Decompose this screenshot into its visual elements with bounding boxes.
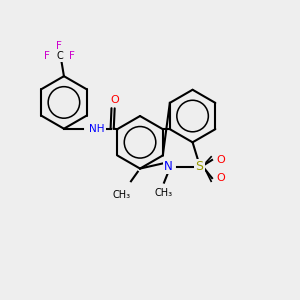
Text: C: C [56,51,63,61]
Text: NH: NH [89,124,105,134]
Text: F: F [44,51,50,61]
Text: O: O [217,173,226,183]
Text: O: O [217,155,226,165]
Text: F: F [56,41,62,51]
Text: O: O [110,95,119,105]
Text: CH₃: CH₃ [113,190,131,200]
Text: S: S [195,160,203,173]
Text: N: N [164,160,173,173]
Text: F: F [69,51,75,61]
Text: CH₃: CH₃ [155,188,173,198]
